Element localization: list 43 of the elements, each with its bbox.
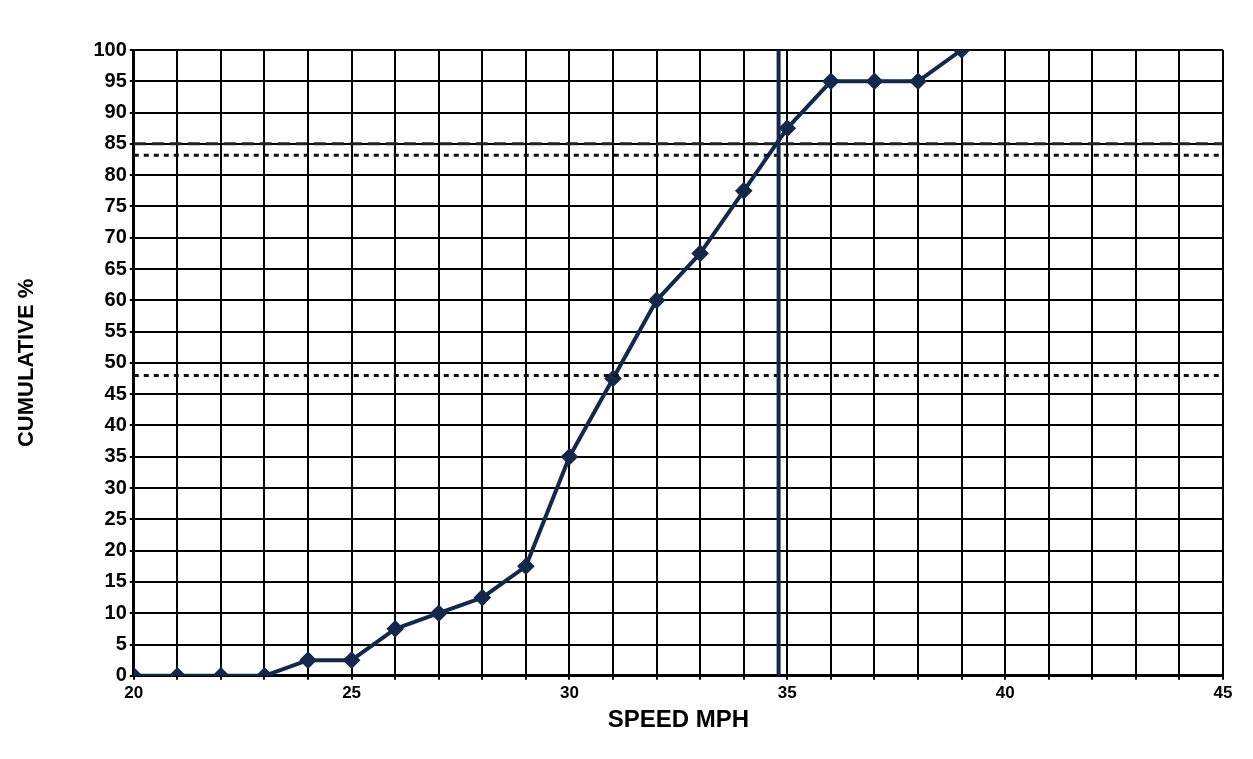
point — [517, 558, 534, 575]
y-tick-label: 15 — [104, 569, 127, 592]
y-tick-label: 95 — [104, 68, 127, 91]
y-tick-label: 50 — [104, 350, 127, 373]
y-tick-label: 45 — [104, 381, 127, 404]
point — [561, 448, 578, 465]
y-tick-label: 90 — [104, 100, 127, 123]
y-tick-label: 5 — [115, 632, 127, 655]
y-tick-label: 20 — [104, 538, 127, 561]
x-tick-label: 40 — [995, 682, 1015, 702]
point — [300, 652, 317, 669]
point — [779, 120, 796, 137]
y-axis-title: CUMULATIVE % — [13, 278, 39, 448]
x-tick-label: 35 — [777, 682, 797, 702]
y-tick-label: 80 — [104, 162, 127, 185]
y-tick-label: 0 — [115, 663, 127, 686]
y-tick-label: 75 — [104, 193, 127, 216]
y-tick-label: 85 — [104, 131, 127, 154]
x-axis-title: SPEED MPH — [607, 705, 750, 733]
y-tick-label: 70 — [104, 225, 127, 248]
point — [605, 370, 622, 387]
point — [430, 605, 447, 622]
point — [692, 245, 709, 262]
y-tick-label: 100 — [93, 37, 127, 60]
point — [343, 652, 360, 669]
y-tick-label: 60 — [104, 287, 127, 310]
x-tick-label: 45 — [1213, 682, 1233, 702]
point — [866, 73, 883, 90]
y-tick-label: 25 — [104, 506, 127, 529]
point — [735, 182, 752, 199]
point — [910, 73, 927, 90]
y-tick-label: 55 — [104, 319, 127, 342]
y-tick-label: 30 — [104, 475, 127, 498]
y-tick-label: 10 — [104, 600, 127, 623]
point — [648, 292, 665, 309]
x-tick-label: 30 — [560, 682, 579, 702]
point — [387, 620, 404, 637]
point — [474, 589, 491, 606]
y-tick-label: 65 — [104, 256, 127, 279]
point — [822, 73, 839, 90]
y-tick-label: 35 — [104, 444, 127, 467]
y-tick-label: 40 — [104, 413, 127, 435]
x-tick-label: 25 — [342, 682, 362, 702]
